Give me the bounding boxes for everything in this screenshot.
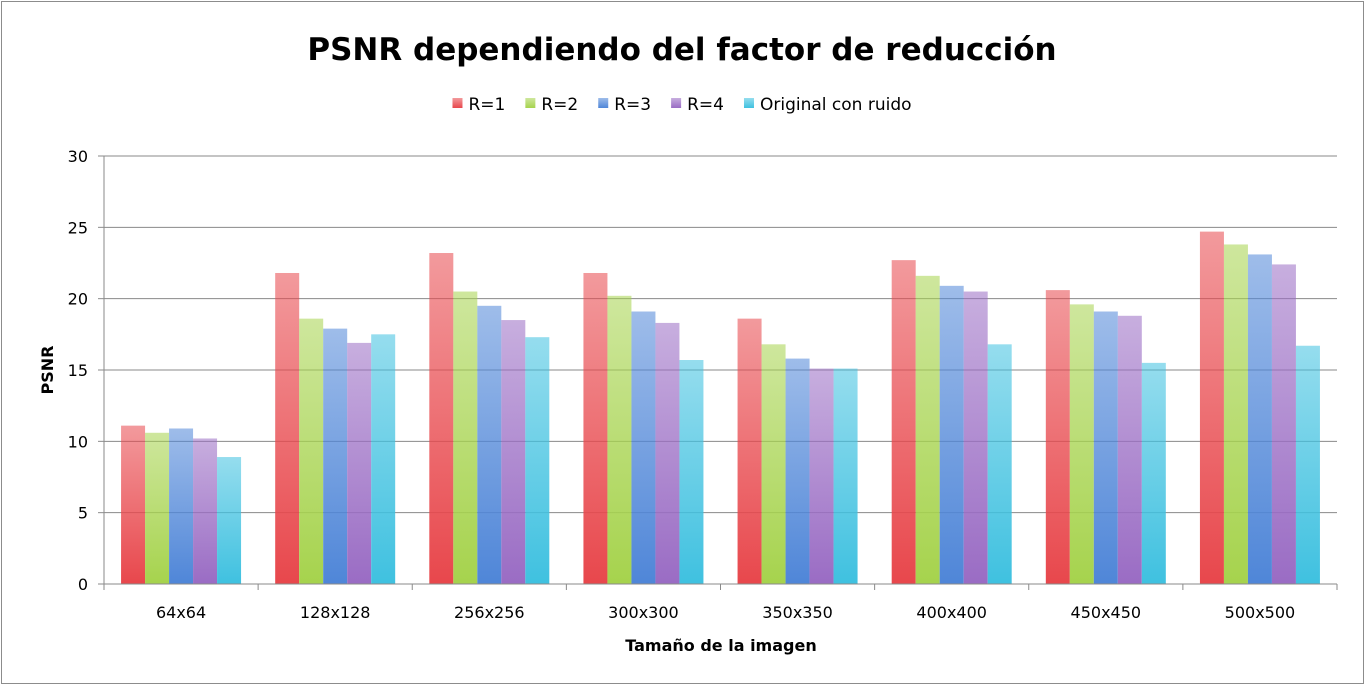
x-tick-label: 300x300 xyxy=(608,603,679,622)
bar-r-1-500x500 xyxy=(1199,231,1224,584)
bar-r-3-64x64 xyxy=(169,428,194,584)
bar-r-3-300x300 xyxy=(631,311,656,584)
bar-r-3-128x128 xyxy=(323,328,348,584)
legend-label: R=3 xyxy=(614,95,651,115)
x-tick-label: 64x64 xyxy=(156,603,206,622)
y-tick-label: 10 xyxy=(68,432,88,451)
bar-r-2-128x128 xyxy=(299,318,324,584)
legend: R=1 R=2 R=3 R=4 Original con ruido xyxy=(452,95,912,115)
bar-r-2-64x64 xyxy=(145,432,170,584)
bar-r-3-450x450 xyxy=(1093,311,1118,584)
legend-swatch xyxy=(671,98,682,108)
x-axis: 64x64 128x128 256x256 300x300 350x350 400x400… xyxy=(103,583,1338,622)
bar-original-con-ruido-350x350 xyxy=(833,368,858,584)
bar-r-2-256x256 xyxy=(453,291,478,584)
bar-original-con-ruido-128x128 xyxy=(371,334,396,584)
legend-label: R=4 xyxy=(687,95,724,115)
y-tick-label: 15 xyxy=(68,361,88,380)
bar-original-con-ruido-450x450 xyxy=(1141,362,1166,584)
x-tick-label: 350x350 xyxy=(762,603,833,622)
bars xyxy=(121,231,1320,584)
y-tick-label: 25 xyxy=(68,218,88,237)
bar-r-4-128x128 xyxy=(347,342,372,584)
bar-r-4-350x350 xyxy=(809,368,834,584)
legend-item-r-3: R=3 xyxy=(598,95,651,115)
legend-label: Original con ruido xyxy=(760,95,912,115)
bar-r-1-64x64 xyxy=(121,425,146,584)
bar-original-con-ruido-500x500 xyxy=(1295,345,1320,584)
bar-r-1-256x256 xyxy=(429,253,454,584)
legend-item-r-2: R=2 xyxy=(525,95,578,115)
x-tick-label: 450x450 xyxy=(1071,603,1142,622)
legend-label: R=2 xyxy=(541,95,578,115)
bar-r-4-300x300 xyxy=(655,322,680,584)
bar-original-con-ruido-256x256 xyxy=(525,337,550,584)
y-axis-title: PSNR xyxy=(38,346,57,395)
y-tick-label: 30 xyxy=(68,147,88,166)
x-tick-label: 128x128 xyxy=(300,603,371,622)
legend-swatch xyxy=(452,98,463,108)
bar-original-con-ruido-400x400 xyxy=(987,344,1012,584)
bar-r-1-350x350 xyxy=(737,318,762,584)
bar-r-3-256x256 xyxy=(477,305,502,584)
chart-title: PSNR dependiendo del factor de reducción xyxy=(307,32,1056,68)
bar-r-4-400x400 xyxy=(963,291,988,584)
bar-r-4-256x256 xyxy=(501,320,526,584)
bar-r-2-400x400 xyxy=(915,275,940,584)
bar-r-2-350x350 xyxy=(761,344,786,584)
bar-r-1-300x300 xyxy=(583,272,608,584)
x-tick-label: 500x500 xyxy=(1225,603,1296,622)
bar-original-con-ruido-300x300 xyxy=(679,360,704,584)
legend-item-r-1: R=1 xyxy=(452,95,505,115)
x-axis-title: Tamaño de la imagen xyxy=(625,636,816,655)
y-axis-ticks: 0 5 10 15 20 25 30 xyxy=(68,147,105,594)
bar-r-1-450x450 xyxy=(1045,290,1070,584)
bar-r-3-350x350 xyxy=(785,358,810,584)
legend-swatch xyxy=(743,98,754,108)
bar-r-1-128x128 xyxy=(275,272,300,584)
bar-r-2-500x500 xyxy=(1223,244,1248,584)
bar-r-2-300x300 xyxy=(607,295,632,584)
bar-r-1-400x400 xyxy=(891,260,916,584)
bar-r-4-450x450 xyxy=(1117,315,1142,584)
legend-item-r-4: R=4 xyxy=(671,95,724,115)
x-tick-label: 400x400 xyxy=(916,603,987,622)
y-tick-label: 20 xyxy=(68,290,88,309)
legend-swatch xyxy=(525,98,536,108)
legend-swatch xyxy=(598,98,609,108)
bar-r-4-500x500 xyxy=(1271,264,1296,584)
bar-r-4-64x64 xyxy=(193,438,218,584)
legend-item-original-con-ruido: Original con ruido xyxy=(743,95,912,115)
legend-label: R=1 xyxy=(468,95,505,115)
y-tick-label: 5 xyxy=(78,504,88,523)
bar-r-2-450x450 xyxy=(1069,304,1094,584)
bar-original-con-ruido-64x64 xyxy=(217,457,242,584)
bar-r-3-500x500 xyxy=(1247,254,1272,584)
y-tick-label: 0 xyxy=(78,575,88,594)
x-tick-label: 256x256 xyxy=(454,603,525,622)
bar-r-3-400x400 xyxy=(939,285,964,584)
